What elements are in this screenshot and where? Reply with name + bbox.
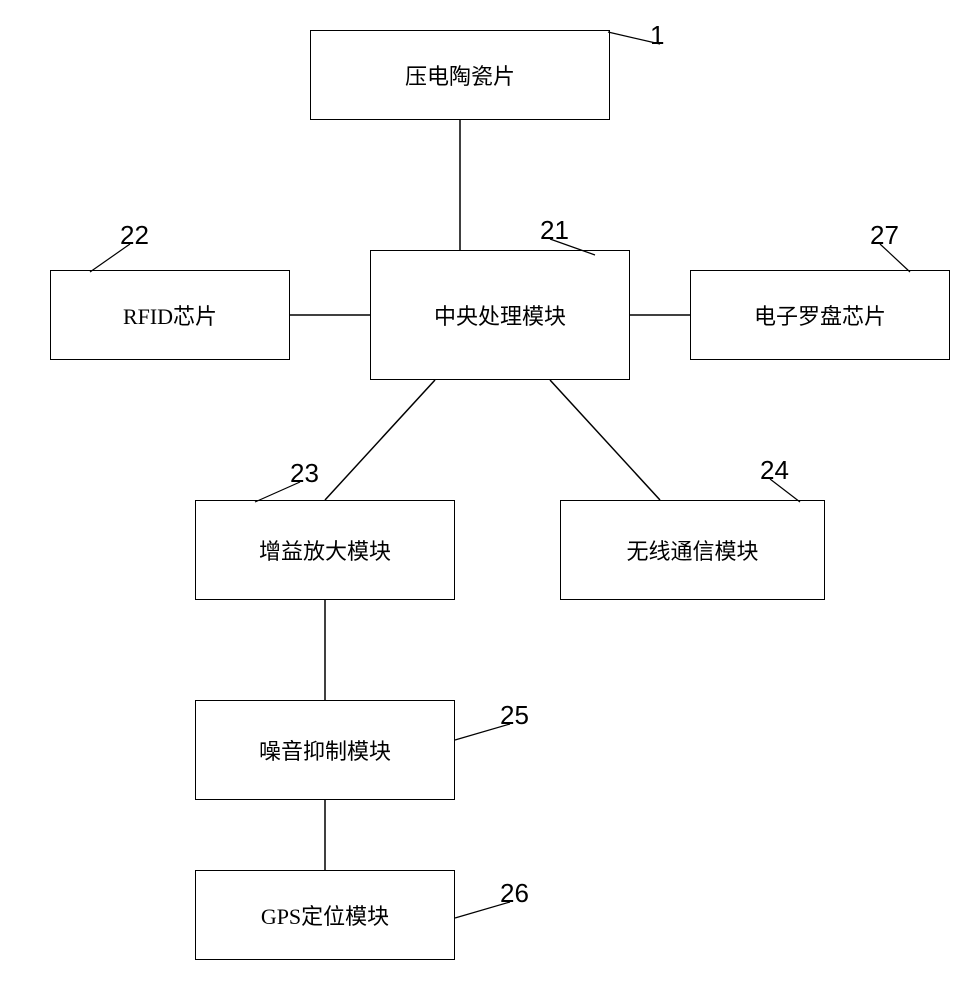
node-gain-amp: 增益放大模块 <box>195 500 455 600</box>
edge <box>325 380 435 500</box>
ref-num-27: 27 <box>870 220 899 251</box>
ref-num-21: 21 <box>540 215 569 246</box>
node-label: 噪音抑制模块 <box>259 734 391 766</box>
node-label: GPS定位模块 <box>261 899 389 931</box>
edges-layer <box>0 0 972 1000</box>
node-ecompass-chip: 电子罗盘芯片 <box>690 270 950 360</box>
ref-num-25: 25 <box>500 700 529 731</box>
ref-num-22: 22 <box>120 220 149 251</box>
node-label: 增益放大模块 <box>259 534 391 566</box>
ref-num-23: 23 <box>290 458 319 489</box>
ref-num-1: 1 <box>650 20 664 51</box>
node-cpu-module: 中央处理模块 <box>370 250 630 380</box>
node-label: 电子罗盘芯片 <box>754 299 886 331</box>
node-label: 中央处理模块 <box>434 299 566 331</box>
node-gps-module: GPS定位模块 <box>195 870 455 960</box>
node-noise-suppress: 噪音抑制模块 <box>195 700 455 800</box>
ref-num-26: 26 <box>500 878 529 909</box>
edge <box>550 380 660 500</box>
node-rfid-chip: RFID芯片 <box>50 270 290 360</box>
node-label: RFID芯片 <box>123 299 217 331</box>
node-piezoelectric: 压电陶瓷片 <box>310 30 610 120</box>
leader-layer <box>0 0 972 1000</box>
ref-num-24: 24 <box>760 455 789 486</box>
node-label: 压电陶瓷片 <box>405 59 515 91</box>
node-wireless-comm: 无线通信模块 <box>560 500 825 600</box>
node-label: 无线通信模块 <box>626 534 758 566</box>
